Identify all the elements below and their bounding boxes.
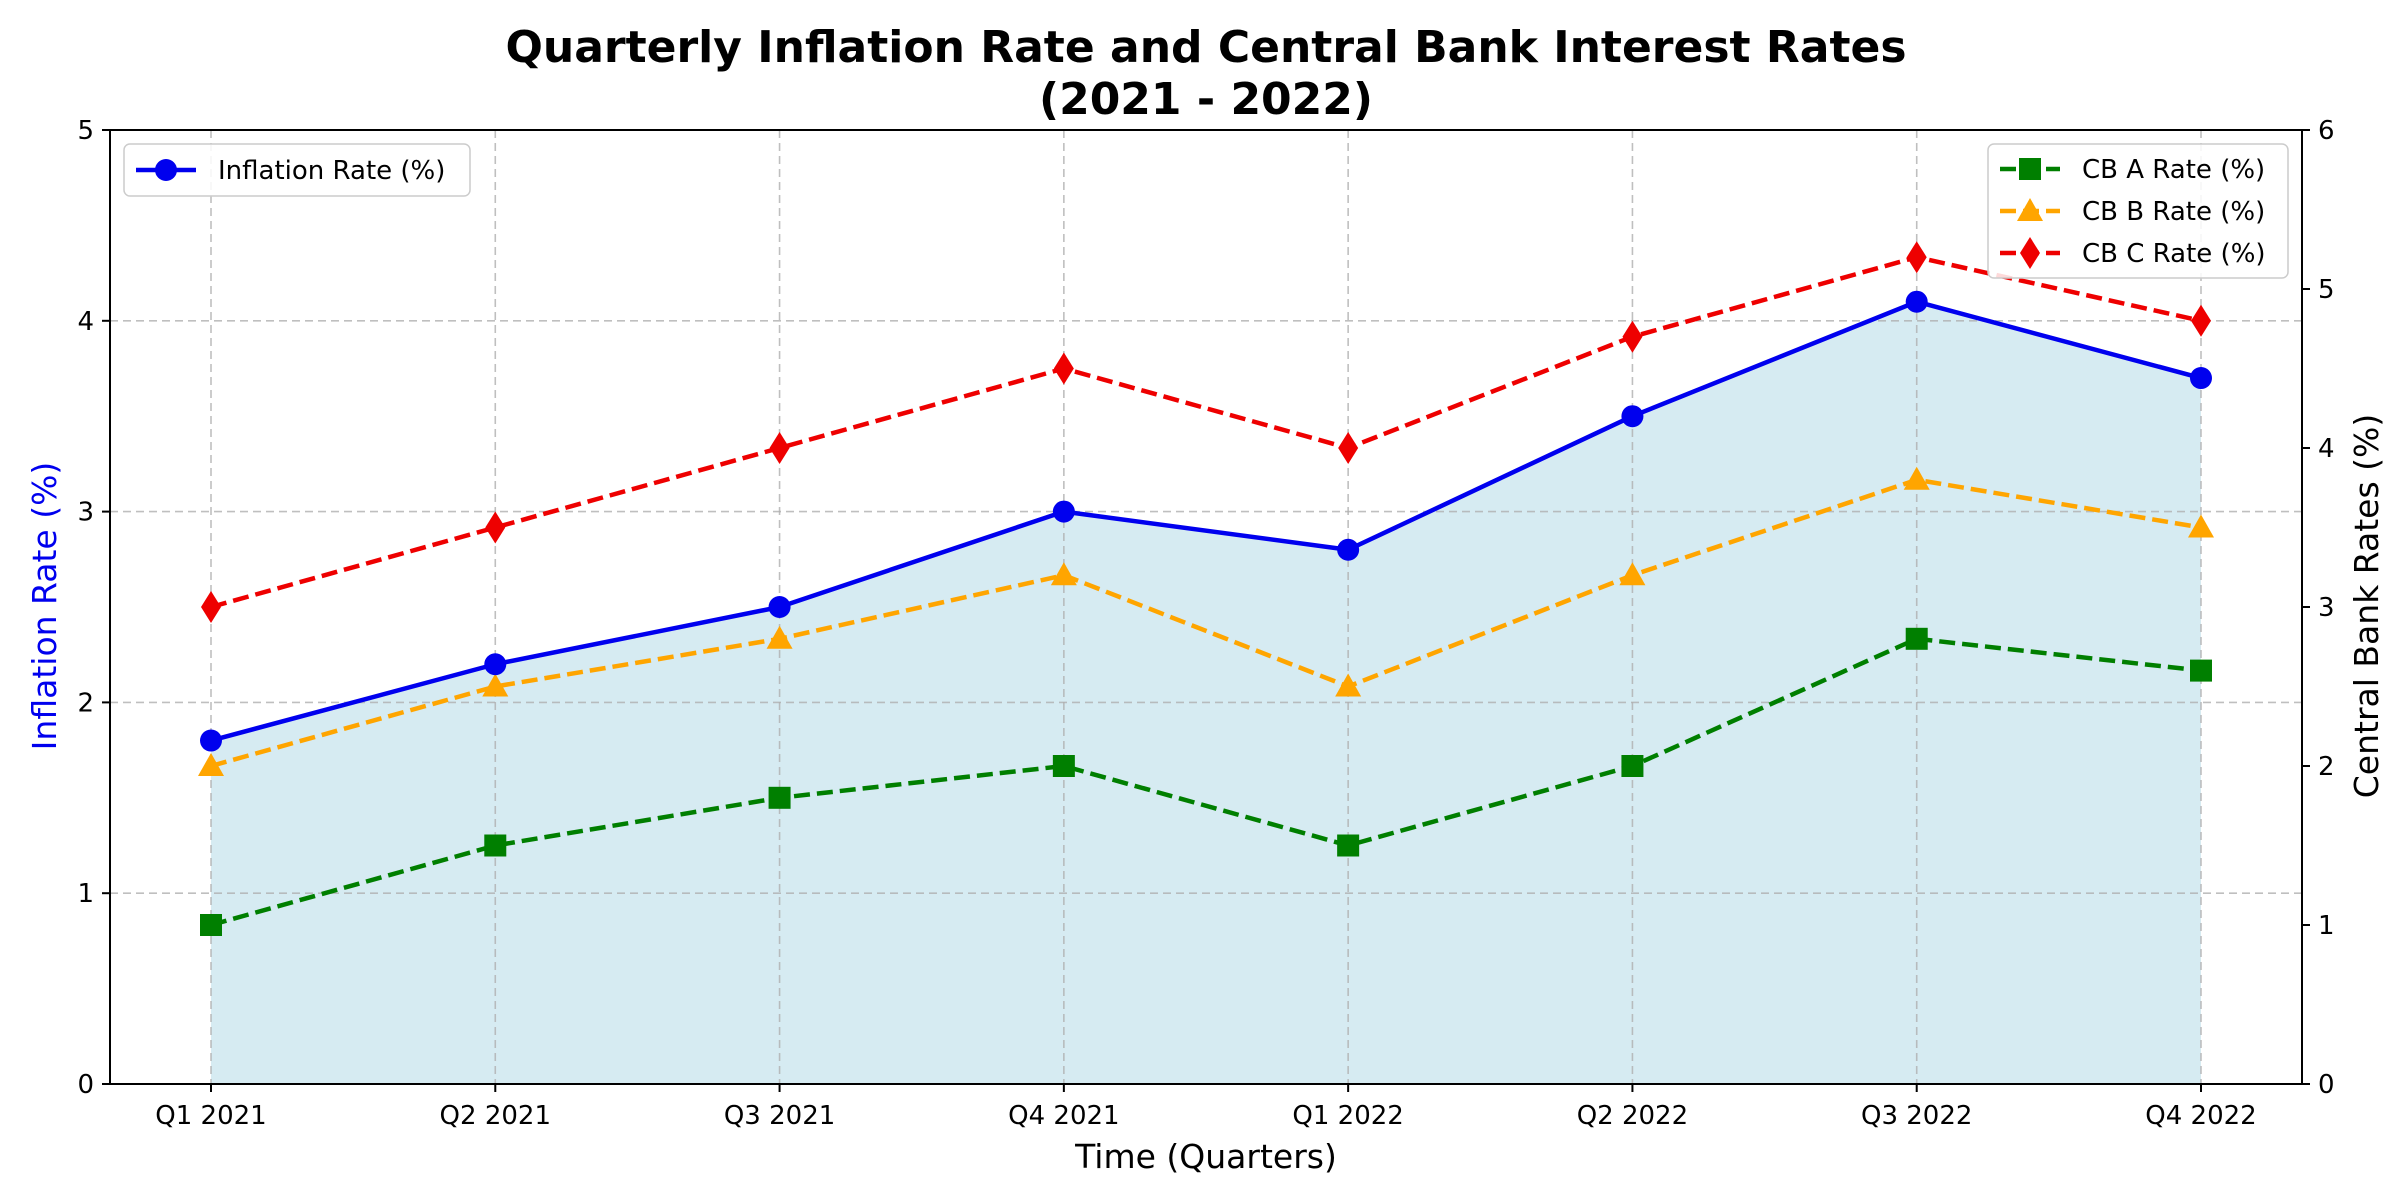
y-left-tick-label: 5 xyxy=(77,116,94,146)
plot-area: 0 1 2 3 4 5 0 1 2 3 4 5 6 Q1 2021 Q2 2021 Q3 2021 Q4 202… xyxy=(77,116,2334,1131)
y-axis-right-label: Central Bank Rates (%) xyxy=(2347,414,2386,798)
cb-b-rate-point xyxy=(482,673,509,697)
cb-b-rate-series-line xyxy=(210,477,2202,769)
inflation-rate-point xyxy=(200,729,222,752)
cb-b-rate-point xyxy=(766,625,793,649)
cb-a-rate-point xyxy=(1621,755,1644,777)
legend-marker-cb-b-rate xyxy=(2017,198,2043,221)
legend-label-inflation-rate: Inflation Rate (%) xyxy=(218,156,445,186)
cb-b-rate-point xyxy=(1050,562,1077,586)
inflation-rate-point xyxy=(1337,538,1360,561)
x-tick-label: Q3 2021 xyxy=(724,1101,835,1131)
y-left-tick-label: 0 xyxy=(77,1070,94,1100)
x-tick-label: Q3 2022 xyxy=(1861,1101,1972,1131)
y-right-tick-label: 4 xyxy=(2318,434,2335,464)
cb-c-rate-point xyxy=(1053,352,1074,385)
y-right-tick-label: 6 xyxy=(2318,116,2335,146)
x-tick-label: Q4 2021 xyxy=(1008,1101,1119,1131)
inflation-rate-point xyxy=(768,596,791,618)
cb-c-rate-point xyxy=(1906,241,1927,274)
x-tick-label: Q1 2022 xyxy=(1292,1101,1403,1131)
inflation-rate-point xyxy=(2190,367,2212,390)
cb-a-rate-point xyxy=(1052,755,1075,777)
legend-label-cb-b-rate: CB B Rate (%) xyxy=(2082,197,2265,227)
cb-a-rate-point xyxy=(484,834,507,857)
cb-b-rate-point xyxy=(1619,562,1646,586)
inflation-rate-point xyxy=(484,653,507,676)
cb-c-rate-point xyxy=(201,591,221,623)
legend-left xyxy=(123,143,471,197)
y-right-tick-label: 1 xyxy=(2318,911,2335,941)
legend-marker-cb-a-rate xyxy=(2019,158,2041,180)
cb-b-rate-point xyxy=(198,753,224,776)
chart-title-line2: (2021 - 2022) xyxy=(1039,74,1373,125)
cb-a-rate-point xyxy=(768,786,791,809)
y-left-tick-label: 4 xyxy=(77,307,94,337)
cb-c-rate-point xyxy=(485,511,506,544)
cb-b-rate-point xyxy=(1335,673,1362,697)
cb-a-rate-point xyxy=(1905,627,1928,650)
cb-a-rate-point xyxy=(200,914,222,936)
cb-a-rate-series-line xyxy=(210,636,2202,928)
inflation-rate-point xyxy=(1621,405,1644,428)
chart-title-line1: Quarterly Inflation Rate and Central Ban… xyxy=(505,22,1906,73)
inflation-rate-series-line xyxy=(210,299,2202,743)
y-left-tick-label: 1 xyxy=(77,879,94,909)
cb-c-rate-series-line xyxy=(210,254,2202,610)
legend-marker-cb-c-rate xyxy=(2020,237,2040,269)
legend-label-cb-a-rate: CB A Rate (%) xyxy=(2082,155,2265,185)
cb-b-rate-point xyxy=(2188,514,2214,538)
y-left-tick-label: 2 xyxy=(77,688,94,718)
y-left-tick-label: 3 xyxy=(77,498,94,528)
cb-c-rate-point xyxy=(769,432,790,464)
inflation-area-fill xyxy=(211,301,2201,1085)
x-tick-label: Q4 2022 xyxy=(2145,1101,2256,1131)
cb-b-rate-point xyxy=(1903,466,1930,490)
cb-c-rate-point xyxy=(1338,432,1359,464)
y-right-tick-label: 0 xyxy=(2318,1070,2335,1100)
x-axis-label: Time (Quarters) xyxy=(1074,1137,1337,1176)
cb-c-rate-point xyxy=(2191,304,2211,337)
cb-a-rate-point xyxy=(1337,834,1360,857)
cb-a-rate-point xyxy=(2190,659,2212,682)
legend-marker-inflation-rate xyxy=(155,159,177,181)
inflation-rate-point xyxy=(1052,500,1075,523)
y-right-tick-label: 3 xyxy=(2318,593,2335,623)
cb-c-rate-point xyxy=(1622,320,1643,353)
y-right-tick-label: 5 xyxy=(2318,275,2335,305)
legend-label-cb-c-rate: CB C Rate (%) xyxy=(2082,239,2266,269)
legend-right xyxy=(1987,143,2289,279)
x-tick-label: Q2 2021 xyxy=(440,1101,551,1131)
y-axis-left-label: Inflation Rate (%) xyxy=(25,462,64,751)
inflation-rate-point xyxy=(1905,290,1928,313)
x-tick-label: Q2 2022 xyxy=(1577,1101,1688,1131)
x-tick-label: Q1 2021 xyxy=(155,1101,266,1131)
y-right-tick-label: 2 xyxy=(2318,752,2335,782)
